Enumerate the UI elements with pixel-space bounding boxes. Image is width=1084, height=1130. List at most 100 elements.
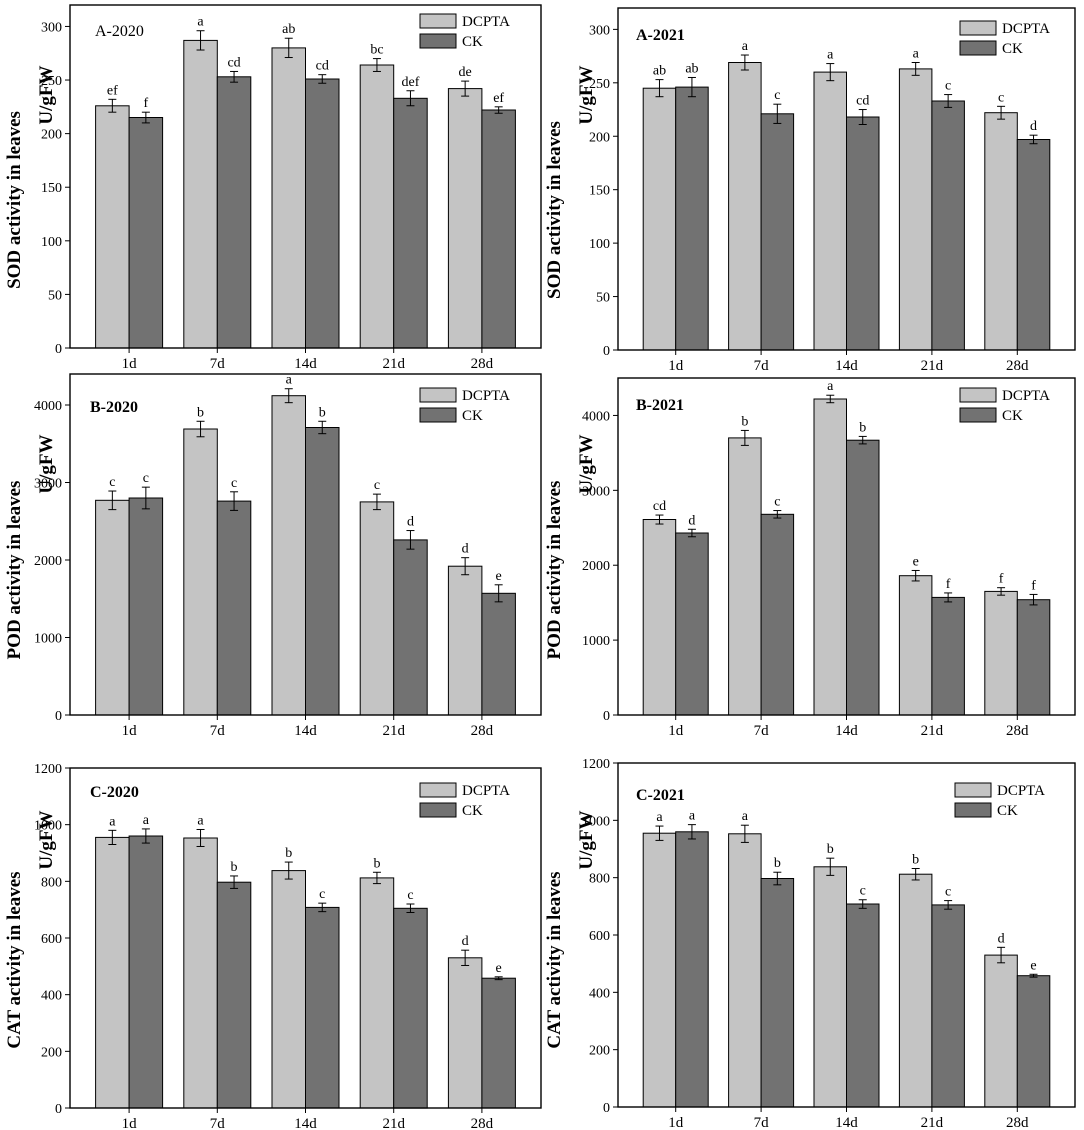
x-tick-label: 28d xyxy=(1006,723,1029,739)
chart-panel-5: a a b b d a b c c e 0 200 400 600 800 1000 1200 1d 7d 14d 21… xyxy=(4,762,542,1130)
significance-label: b xyxy=(774,856,781,871)
x-tick-label: 21d xyxy=(921,358,944,374)
y-tick-label: 0 xyxy=(603,709,610,724)
bar-ck-28d xyxy=(1016,599,1051,716)
legend-swatch-dcpta xyxy=(959,387,997,403)
y-tick-label: 0 xyxy=(55,342,62,357)
bar-dcpta-7d xyxy=(183,837,218,1109)
significance-label: c xyxy=(407,888,413,903)
y-axis-unit: U/gFW xyxy=(576,434,597,493)
y-tick-label: 200 xyxy=(41,1045,62,1060)
bar-ck-1d xyxy=(675,532,709,716)
significance-label: c xyxy=(774,495,780,510)
significance-label: ef xyxy=(107,83,118,98)
y-tick-label: 0 xyxy=(603,344,610,359)
bar-ck-14d xyxy=(305,427,340,716)
x-tick-label: 28d xyxy=(1006,358,1029,374)
y-tick-label: 150 xyxy=(41,181,62,196)
significance-label: c xyxy=(998,90,1004,105)
significance-label: a xyxy=(827,48,834,63)
bar-dcpta-14d xyxy=(813,71,847,351)
x-tick-label: 14d xyxy=(294,723,317,739)
y-tick-label: 100 xyxy=(589,237,610,252)
significance-label: d xyxy=(462,934,469,949)
significance-label: cd xyxy=(653,499,666,514)
legend-label-dcpta: DCPTA xyxy=(1002,388,1050,404)
chart-panel-6: a a b b d a b c c e 0 200 400 600 800 1000 1200 1d 7d 14d 21… xyxy=(544,757,1076,1130)
y-tick-label: 2000 xyxy=(582,559,610,574)
y-tick-label: 50 xyxy=(596,291,610,306)
x-tick-label: 21d xyxy=(921,723,944,739)
bar-dcpta-28d xyxy=(447,565,483,716)
x-tick-label: 21d xyxy=(382,1116,405,1130)
y-tick-label: 1200 xyxy=(582,757,610,772)
y-tick-label: 4000 xyxy=(34,399,62,414)
significance-label: b xyxy=(285,846,292,861)
bar-dcpta-28d xyxy=(447,957,483,1109)
x-tick-label: 14d xyxy=(294,356,317,372)
significance-label: a xyxy=(742,39,749,54)
y-tick-label: 1000 xyxy=(34,819,62,834)
legend-label-ck: CK xyxy=(1002,41,1023,57)
bar-dcpta-7d xyxy=(728,833,762,1108)
legend-swatch-dcpta xyxy=(419,782,457,798)
bar-ck-28d xyxy=(1016,139,1051,351)
bar-ck-7d xyxy=(760,113,795,351)
significance-label: d xyxy=(407,515,414,530)
x-tick-label: 28d xyxy=(471,356,494,372)
y-tick-label: 3000 xyxy=(582,484,610,499)
significance-label: a xyxy=(742,809,749,824)
y-tick-label: 0 xyxy=(603,1101,610,1116)
legend-label-dcpta: DCPTA xyxy=(997,783,1045,799)
bar-dcpta-1d xyxy=(642,519,677,716)
x-tick-label: 28d xyxy=(471,1116,494,1130)
significance-label: c xyxy=(319,887,325,902)
y-axis-unit: U/gFW xyxy=(576,810,597,869)
legend-label-ck: CK xyxy=(462,803,483,819)
y-axis-unit: U/gFW xyxy=(36,65,57,124)
chart-panel-3: c b a c d c c b d e 0 1000 2000 3000 4000 1d 7d 14d 21d 28d… xyxy=(4,373,542,739)
bar-dcpta-1d xyxy=(642,832,677,1108)
significance-label: b xyxy=(319,405,326,420)
significance-label: a xyxy=(197,15,204,30)
y-axis-unit: U/gFW xyxy=(36,810,57,869)
x-tick-label: 7d xyxy=(754,358,770,374)
y-tick-label: 1000 xyxy=(582,814,610,829)
y-axis-label: SOD activity in leaves xyxy=(544,121,565,299)
bar-ck-1d xyxy=(675,831,709,1108)
y-tick-label: 3000 xyxy=(34,477,62,492)
y-tick-label: 600 xyxy=(589,929,610,944)
y-tick-label: 1000 xyxy=(34,632,62,647)
y-axis-unit: U/gFW xyxy=(36,434,57,493)
y-tick-label: 2000 xyxy=(34,554,62,569)
bar-ck-21d xyxy=(393,907,428,1109)
x-tick-label: 14d xyxy=(294,1116,317,1130)
significance-label: e xyxy=(1030,958,1036,973)
y-tick-label: 1200 xyxy=(34,762,62,777)
significance-label: b xyxy=(741,414,748,429)
chart-panel-4: cd b a e f d c b f f 0 1000 2000 3000 4000 1d 7d 14d 21d 28… xyxy=(544,377,1076,739)
y-tick-label: 250 xyxy=(589,77,610,92)
y-axis-unit: U/gFW xyxy=(576,65,597,124)
bar-ck-28d xyxy=(1016,975,1051,1108)
legend-swatch-dcpta xyxy=(419,13,457,29)
significance-label: d xyxy=(688,513,695,528)
x-tick-label: 21d xyxy=(382,723,405,739)
bar-ck-21d xyxy=(393,539,428,716)
x-tick-label: 1d xyxy=(668,723,684,739)
x-tick-label: 1d xyxy=(122,356,138,372)
bar-ck-14d xyxy=(846,439,880,716)
bar-dcpta-7d xyxy=(183,428,218,716)
significance-label: e xyxy=(496,961,502,976)
x-tick-label: 7d xyxy=(754,1115,770,1130)
bar-dcpta-21d xyxy=(359,877,395,1109)
x-tick-label: 7d xyxy=(754,723,770,739)
significance-label: b xyxy=(859,420,866,435)
significance-label: f xyxy=(999,572,1004,587)
y-tick-label: 600 xyxy=(41,932,62,947)
significance-label: c xyxy=(945,885,951,900)
y-tick-label: 250 xyxy=(41,74,62,89)
y-axis-label: SOD activity in leaves xyxy=(4,111,25,289)
